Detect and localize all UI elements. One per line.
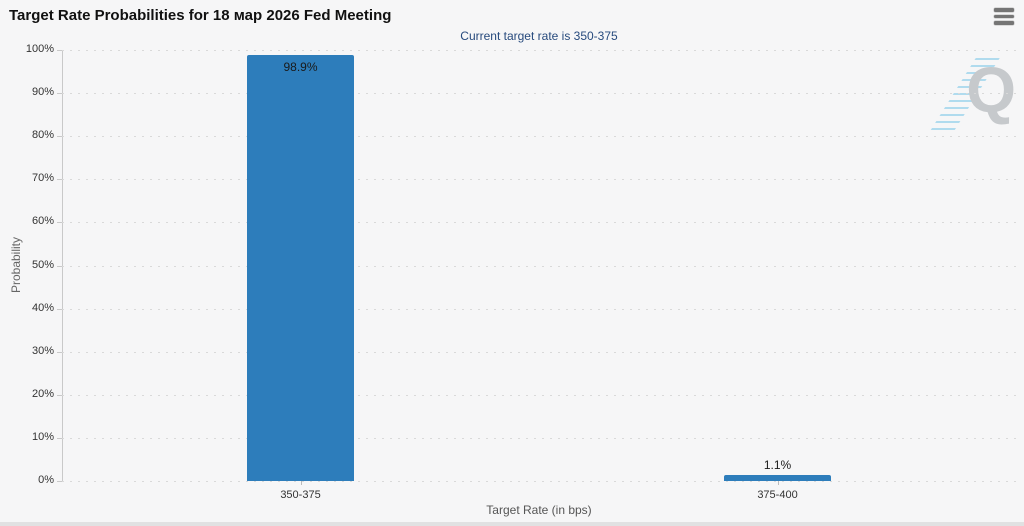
y-gridline: [62, 179, 1016, 181]
y-gridline: [62, 437, 1016, 439]
y-gridline: [62, 222, 1016, 224]
y-gridline: [62, 481, 1016, 482]
hamburger-menu-icon[interactable]: [994, 8, 1014, 25]
y-axis-tick: [57, 93, 62, 95]
y-axis-tick: [57, 179, 62, 181]
x-axis-tick: [777, 481, 779, 485]
y-axis-tick-label: 90%: [31, 86, 54, 99]
y-axis-tick: [57, 308, 62, 310]
y-gridline: [62, 265, 1016, 267]
y-axis-tick-label: 10%: [31, 430, 54, 443]
y-gridline: [62, 394, 1016, 396]
y-axis-tick: [57, 351, 62, 353]
menu-bar: [994, 8, 1014, 12]
y-axis-tick-label: 50%: [31, 258, 54, 271]
menu-bar: [994, 21, 1014, 25]
y-axis-tick: [57, 437, 62, 439]
plot-area: 0% 10% 20% 30% 40% 50% 60% 70% 80% 90% 100% 98.9% 35…: [26, 43, 1016, 501]
y-axis-tick-label: 0%: [38, 474, 54, 486]
chart-subtitle: Current target rate is 350-375: [460, 29, 618, 43]
menu-bar: [994, 14, 1014, 19]
x-axis-category-label: 350-375: [280, 489, 321, 501]
y-axis-tick: [57, 265, 62, 267]
y-axis-tick-label: 80%: [31, 129, 54, 142]
y-axis-tick-label: 70%: [31, 172, 54, 185]
y-axis-tick-label: 20%: [31, 387, 54, 400]
bar-value-label: 1.1%: [763, 458, 792, 472]
y-axis-tick-label: 100%: [25, 43, 54, 55]
y-axis-tick: [57, 222, 62, 224]
chart-bar[interactable]: [247, 54, 354, 481]
x-axis-category-label: 375-400: [757, 489, 798, 501]
quikstrike-logo-watermark: Q: [928, 54, 1016, 134]
x-axis-title: Target Rate (in bps): [486, 503, 592, 517]
y-axis-tick-label: 30%: [31, 344, 54, 357]
logo-q-letter: Q: [966, 54, 1016, 126]
panel-bottom-edge: [0, 522, 1024, 526]
y-axis-tick: [57, 136, 62, 138]
y-axis-tick: [57, 50, 62, 51]
chart-bar[interactable]: [724, 475, 831, 481]
y-axis-title: Probability: [9, 236, 23, 294]
bar-value-label: 98.9%: [283, 59, 318, 74]
y-gridline: [62, 50, 1016, 51]
y-gridline: [62, 136, 1016, 138]
x-axis-tick: [300, 481, 302, 485]
y-gridline: [62, 308, 1016, 310]
y-axis-tick-label: 60%: [31, 215, 54, 228]
chart-title: Target Rate Probabilities for 18 мар 202…: [9, 7, 392, 24]
y-gridline: [62, 351, 1016, 353]
y-gridline: [62, 93, 1016, 95]
y-axis-tick-label: 40%: [31, 301, 54, 314]
y-axis-tick: [57, 481, 62, 482]
y-axis-tick: [57, 394, 62, 396]
